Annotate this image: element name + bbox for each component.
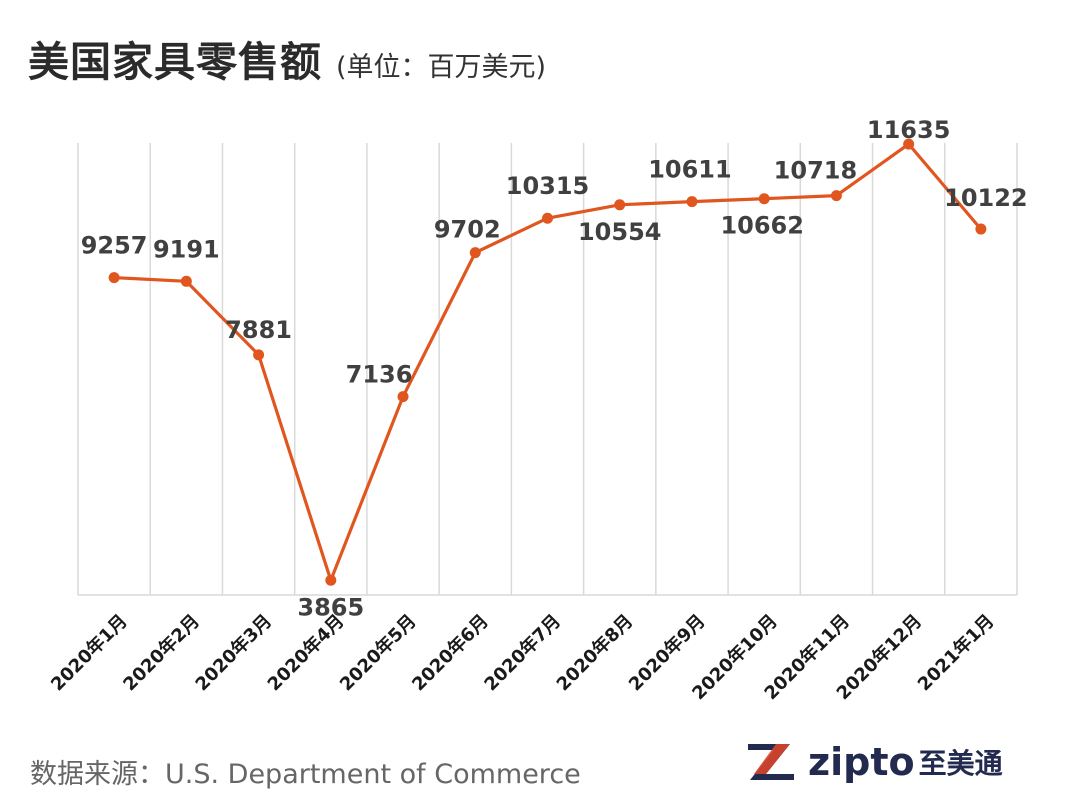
data-label: 9191 <box>153 235 220 263</box>
data-point <box>542 212 553 224</box>
zipto-logo-icon <box>748 744 794 780</box>
x-tick-label: 2021年1月 <box>913 610 998 695</box>
data-label: 9702 <box>434 216 501 244</box>
data-point <box>614 199 626 211</box>
data-label: 10554 <box>578 218 662 246</box>
x-tick-label: 2020年5月 <box>335 610 420 695</box>
data-point <box>180 275 192 287</box>
data-point <box>830 190 842 202</box>
data-label: 10662 <box>720 212 804 240</box>
brand-name-cn: 至美通 <box>918 747 1003 780</box>
data-label: 3865 <box>297 593 364 621</box>
data-label: 7136 <box>346 361 413 389</box>
data-label: 10315 <box>506 172 590 200</box>
series-line <box>114 142 983 582</box>
data-point <box>686 196 698 208</box>
chart-title-row: 美国家具零售额 (单位：百万美元) <box>28 28 546 88</box>
chart-subtitle: (单位：百万美元) <box>336 52 547 83</box>
data-point <box>903 138 915 150</box>
chart-title: 美国家具零售额 <box>28 38 322 86</box>
x-tick-label: 2020年1月 <box>46 610 131 695</box>
data-point <box>108 272 120 284</box>
data-label: 9257 <box>81 232 148 260</box>
data-point <box>758 193 770 205</box>
brand-logo: zipto 至美通 <box>746 740 1003 784</box>
x-tick-label: 2020年4月 <box>263 610 348 695</box>
x-tick-label: 2020年3月 <box>191 610 276 695</box>
x-tick-label: 2020年2月 <box>119 610 204 695</box>
x-tick-label: 2020年8月 <box>552 610 637 695</box>
x-tick-label: 2020年6月 <box>408 610 493 695</box>
brand-name: zipto <box>808 740 915 784</box>
data-label: 11635 <box>867 116 951 144</box>
data-label: 10611 <box>648 156 732 184</box>
data-point <box>397 391 409 403</box>
data-label: 7881 <box>225 316 292 344</box>
data-label: 10122 <box>944 184 1028 212</box>
data-point <box>975 223 987 235</box>
data-point <box>325 574 337 586</box>
data-source: 数据来源：U.S. Department of Commerce <box>30 759 581 790</box>
data-point <box>253 349 265 361</box>
data-label: 10718 <box>774 157 858 185</box>
data-point <box>469 247 481 259</box>
x-tick-label: 2020年7月 <box>480 610 565 695</box>
